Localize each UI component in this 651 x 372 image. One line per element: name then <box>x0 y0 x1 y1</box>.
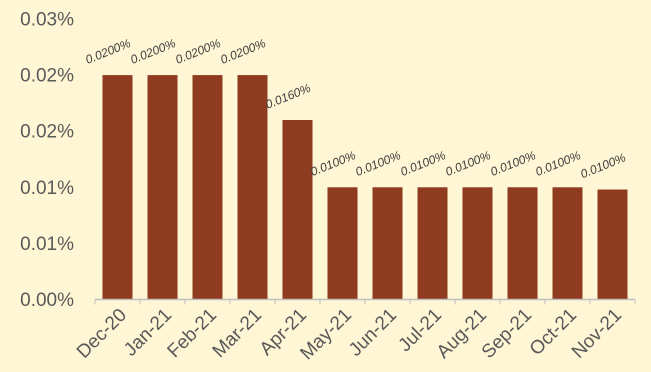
bar <box>372 187 403 300</box>
bars <box>102 75 628 300</box>
y-tick-label: 0.00% <box>20 290 74 311</box>
y-tick-label: 0.02% <box>20 66 74 87</box>
x-axis-tick-marks <box>94 299 636 305</box>
y-tick-label: 0.02% <box>20 122 74 143</box>
bar <box>327 187 358 300</box>
bar <box>462 187 493 300</box>
y-tick-label: 0.03% <box>20 10 74 31</box>
bar <box>507 187 538 300</box>
y-tick-label: 0.01% <box>20 234 74 255</box>
bar <box>282 119 313 300</box>
bar <box>417 187 448 300</box>
bar <box>102 75 133 300</box>
bar <box>147 75 178 300</box>
y-tick-label: 0.01% <box>20 178 74 199</box>
bar <box>552 187 583 300</box>
bar <box>237 75 268 300</box>
bar <box>597 189 628 300</box>
y-axis-tick-labels: 0.00% 0.01% 0.01% 0.02% 0.02% 0.03% <box>20 10 74 312</box>
bar <box>192 75 223 300</box>
